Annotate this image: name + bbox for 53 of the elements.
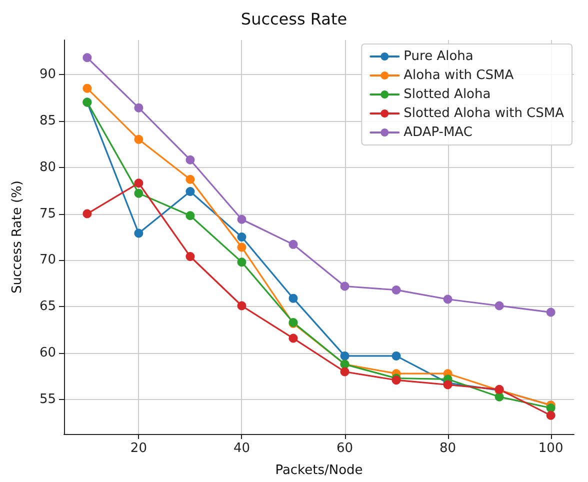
point: [237, 214, 246, 224]
point: [288, 334, 298, 343]
legend-label: ADAP-MAC: [404, 125, 472, 140]
point: [186, 252, 195, 262]
point: [494, 301, 504, 310]
point: [237, 232, 246, 242]
point: [134, 103, 144, 112]
point: [340, 282, 350, 291]
point: [186, 211, 195, 220]
point: [82, 53, 92, 62]
y-tick-label: 55: [39, 392, 56, 408]
point: [237, 258, 246, 267]
legend-label: Slotted Aloha with CSMA: [404, 106, 564, 121]
point: [546, 410, 556, 420]
y-axis-title: Success Rate (%): [10, 180, 25, 294]
point: [186, 186, 195, 196]
point: [134, 188, 144, 198]
point: [237, 242, 246, 252]
x-tick-label: 100: [538, 441, 564, 456]
point: [288, 294, 298, 303]
y-tick-label: 75: [39, 206, 56, 222]
x-tick-label: 20: [130, 441, 147, 456]
y-tick-label: 65: [39, 299, 56, 314]
x-tick-label: 80: [440, 441, 456, 456]
x-axis-title: Packets/Node: [275, 463, 363, 478]
legend-label: Pure Aloha: [404, 49, 474, 64]
chart-title: Success Rate: [240, 10, 348, 28]
point: [443, 294, 452, 304]
point: [340, 351, 350, 360]
y-tick-label: 60: [39, 346, 56, 361]
point: [134, 228, 144, 238]
x-tick-label: 40: [233, 441, 250, 456]
point: [392, 351, 401, 360]
point: [237, 301, 246, 310]
y-tick-label: 90: [39, 66, 56, 82]
point: [340, 367, 350, 376]
y-tick-label: 70: [39, 252, 56, 268]
legend-label: Slotted Aloha: [404, 87, 491, 102]
point: [186, 174, 195, 184]
point: [134, 178, 144, 188]
point: [134, 134, 144, 144]
point: [82, 84, 92, 93]
point: [392, 285, 401, 294]
point: [288, 240, 298, 249]
point: [186, 155, 195, 164]
point: [546, 403, 556, 412]
point: [546, 308, 556, 317]
point: [82, 209, 92, 218]
x-tick-label: 60: [336, 441, 354, 456]
legend-label: Aloha with CSMA: [404, 68, 514, 83]
y-tick-label: 80: [39, 160, 56, 175]
y-tick-label: 85: [39, 113, 56, 128]
point: [494, 392, 504, 402]
